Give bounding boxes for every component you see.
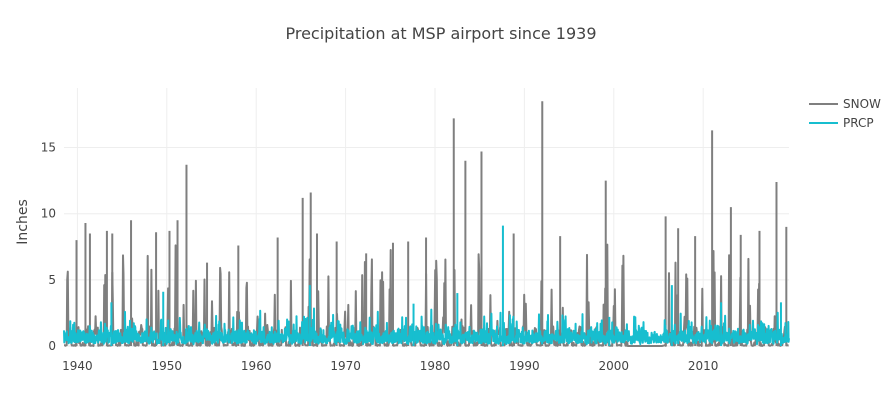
x-tick-label: 2010 (688, 359, 719, 373)
x-tick-label: 1960 (241, 359, 272, 373)
x-tick-label: 1980 (420, 359, 451, 373)
legend-item-snow[interactable]: SNOW (809, 97, 881, 111)
x-tick-label: 1970 (330, 359, 361, 373)
legend-label-snow: SNOW (843, 97, 881, 111)
y-axis-ticks: 0 5 10 15 (41, 141, 56, 353)
y-tick-label: 0 (48, 339, 56, 353)
legend[interactable]: SNOW PRCP (809, 97, 881, 130)
x-axis-ticks: 1940 1950 1960 1970 1980 1990 2000 2010 (62, 359, 718, 373)
x-tick-label: 1990 (509, 359, 540, 373)
y-tick-label: 15 (41, 141, 56, 155)
y-axis-title: Inches (15, 199, 31, 244)
series-prcp (63, 225, 790, 346)
x-tick-label: 1940 (62, 359, 93, 373)
y-tick-label: 10 (41, 207, 56, 221)
y-tick-label: 5 (48, 273, 56, 287)
legend-item-prcp[interactable]: PRCP (809, 116, 874, 130)
legend-label-prcp: PRCP (843, 116, 874, 130)
series-snow (63, 101, 790, 347)
x-tick-label: 1950 (152, 359, 183, 373)
series-line-prcp (63, 307, 790, 346)
chart-title: Precipitation at MSP airport since 1939 (285, 24, 596, 43)
x-tick-label: 2000 (599, 359, 630, 373)
